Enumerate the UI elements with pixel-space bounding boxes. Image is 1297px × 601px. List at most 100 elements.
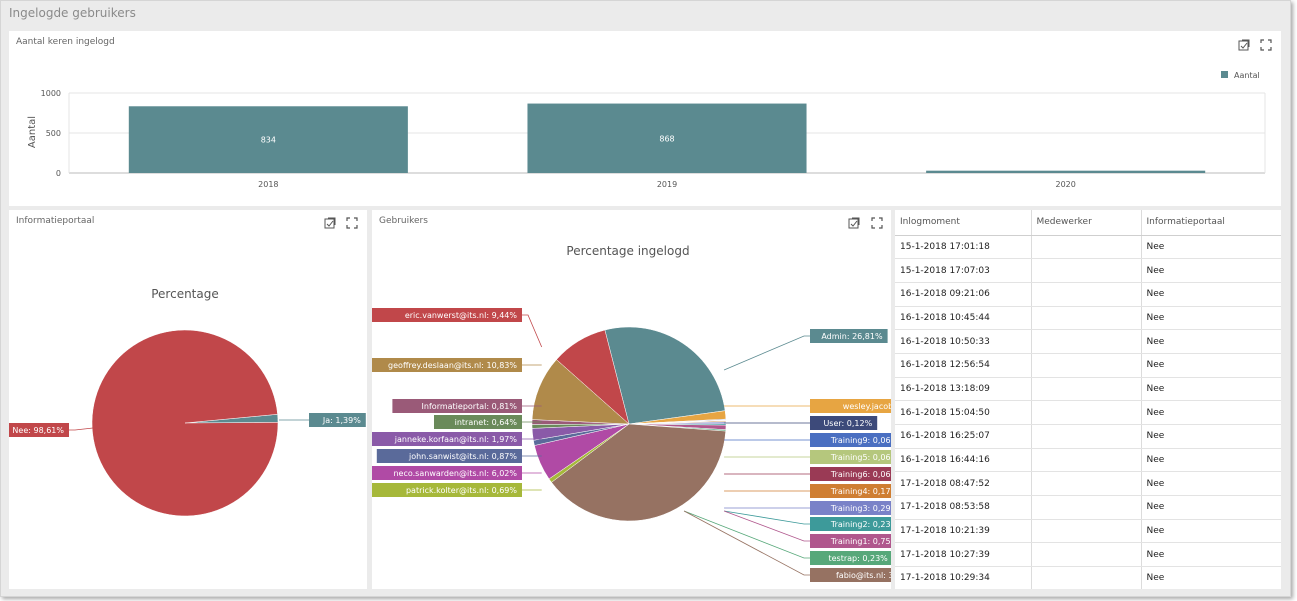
pie-slice-label: janneke.korfaan@its.nl: 1,97% xyxy=(394,435,518,444)
logins-grid: Inlogmoment Medewerker Informatieportaal 1… xyxy=(895,210,1281,589)
pie-label-box xyxy=(810,517,891,531)
legend-swatch xyxy=(1221,71,1228,78)
table-cell xyxy=(1031,566,1142,589)
pie-label-box xyxy=(309,413,366,427)
table-cell: Nee xyxy=(1141,495,1281,520)
table-cell: Nee xyxy=(1141,519,1281,544)
table-cell: 17-1-2018 10:21:39 xyxy=(895,519,1032,544)
pie-slice-label: testrap: 0,23% xyxy=(829,554,889,563)
pie-label-box xyxy=(376,449,522,463)
export-icon[interactable] xyxy=(847,216,861,230)
logins-panel-title: Aantal keren ingelogd xyxy=(16,37,115,47)
users-panel: Gebruikers Percentage ingelogd Admin: 26… xyxy=(372,210,891,589)
table-cell xyxy=(1031,353,1142,378)
dashboard-title: Ingelogde gebruikers xyxy=(9,6,136,20)
pie-slice-label: Training5: 0,06% xyxy=(830,453,891,462)
table-cell: 16-1-2018 13:18:09 xyxy=(895,377,1032,402)
pie-slice-label: wesley.jacobs@its.nl: 1,39% xyxy=(843,402,891,411)
table-cell: Nee xyxy=(1141,542,1281,568)
fullscreen-icon[interactable] xyxy=(1259,38,1273,52)
legend-label: Aantal xyxy=(1234,71,1260,80)
table-row[interactable]: 16-1-2018 16:25:07 Nee xyxy=(895,424,1281,449)
pie-label-box xyxy=(810,433,891,447)
pie-label-box xyxy=(810,416,878,430)
table-cell: Nee xyxy=(1141,471,1281,497)
pie-slice-label: Nee: 98,61% xyxy=(12,426,64,435)
table-cell: 16-1-2018 10:45:44 xyxy=(895,306,1032,331)
table-cell xyxy=(1031,448,1142,473)
bar-data-label: 868 xyxy=(659,134,674,143)
table-row[interactable]: 16-1-2018 12:56:54 Nee xyxy=(895,353,1281,378)
table-row[interactable]: 17-1-2018 10:21:39 Nee xyxy=(895,519,1281,544)
table-row[interactable]: 16-1-2018 10:50:33 Nee xyxy=(895,329,1281,354)
table-cell xyxy=(1031,424,1142,449)
pie-slice-label: Training3: 0,29% xyxy=(830,504,891,513)
table-cell: 17-1-2018 10:29:34 xyxy=(895,566,1032,589)
table-row[interactable]: 15-1-2018 17:01:18 Nee xyxy=(895,235,1281,260)
table-cell: 16-1-2018 16:25:07 xyxy=(895,424,1032,449)
logins-grid-panel: Inlogmoment Medewerker Informatieportaal 1… xyxy=(895,210,1281,589)
table-cell: 16-1-2018 12:56:54 xyxy=(895,353,1032,378)
column-header[interactable]: Informatieportaal xyxy=(1141,210,1281,236)
pie-label-box xyxy=(810,467,891,481)
column-header[interactable]: Medewerker xyxy=(1031,210,1142,236)
export-icon[interactable] xyxy=(323,216,337,230)
table-row[interactable]: 17-1-2018 08:53:58 Nee xyxy=(895,495,1281,520)
pie-label-box xyxy=(372,466,522,480)
table-row[interactable]: 16-1-2018 13:18:09 Nee xyxy=(895,377,1281,402)
table-cell: 15-1-2018 17:01:18 xyxy=(895,235,1032,260)
pie-leader-line xyxy=(683,510,810,559)
table-cell: Nee xyxy=(1141,400,1281,425)
fullscreen-icon[interactable] xyxy=(345,216,359,230)
table-cell xyxy=(1031,329,1142,354)
x-tick-label: 2019 xyxy=(657,180,677,189)
pie-label-box xyxy=(434,415,522,429)
pie-slice-label: geoffrey.deslaan@its.nl: 10,83% xyxy=(388,361,517,370)
pie-slice-label: neco.sanwarden@its.nl: 6,02% xyxy=(393,469,517,478)
pie-label-box xyxy=(810,329,888,343)
pie-label-box xyxy=(810,399,891,413)
info-pie-title: Percentage xyxy=(151,287,219,301)
pie-label-box xyxy=(392,399,522,413)
pie-leader-line xyxy=(522,314,543,348)
table-cell: 17-1-2018 10:27:39 xyxy=(895,542,1032,568)
pie-slice-label: Training1: 0,75% xyxy=(830,537,891,546)
table-row[interactable]: 16-1-2018 09:21:06 Nee xyxy=(895,282,1281,307)
pie-slice-label: eric.vanwerst@its.nl: 9,44% xyxy=(405,311,518,320)
pie-label-box xyxy=(810,551,891,565)
pie-slice xyxy=(556,329,630,425)
export-icon[interactable] xyxy=(1237,38,1251,52)
table-cell: Nee xyxy=(1141,258,1281,283)
x-tick-label: 2018 xyxy=(258,180,278,189)
table-cell xyxy=(1031,258,1142,283)
pie-slice-label: Informatieportal: 0,81% xyxy=(422,402,518,411)
bar-data-label: 834 xyxy=(261,136,276,145)
table-cell xyxy=(1031,519,1142,544)
info-pie-chart: Percentage Nee: 98,61% Ja: 1,39% xyxy=(9,287,366,517)
users-pie-chart: Percentage ingelogd Admin: 26,81% wesley.… xyxy=(372,244,891,582)
table-row[interactable]: 16-1-2018 15:04:50 Nee xyxy=(895,400,1281,425)
pie-slice-label: Admin: 26,81% xyxy=(821,332,883,341)
table-cell: Nee xyxy=(1141,353,1281,378)
table-row[interactable]: 17-1-2018 08:47:52 Nee xyxy=(895,471,1281,497)
table-cell xyxy=(1031,306,1142,331)
column-header[interactable]: Inlogmoment xyxy=(895,210,1032,236)
table-cell: 17-1-2018 08:53:58 xyxy=(895,495,1032,520)
table-cell: 15-1-2018 17:07:03 xyxy=(895,258,1032,283)
table-cell: Nee xyxy=(1141,448,1281,473)
table-cell xyxy=(1031,377,1142,402)
pie-label-box xyxy=(372,432,522,446)
table-row[interactable]: 17-1-2018 10:29:34 Nee xyxy=(895,566,1281,589)
y-axis-title: Aantal xyxy=(27,116,38,148)
table-cell: 17-1-2018 08:47:52 xyxy=(895,471,1032,497)
table-cell xyxy=(1031,235,1142,260)
table-row[interactable]: 16-1-2018 10:45:44 Nee xyxy=(895,306,1281,331)
pie-label-box xyxy=(372,308,522,322)
table-row[interactable]: 17-1-2018 10:27:39 Nee xyxy=(895,542,1281,568)
table-row[interactable]: 16-1-2018 16:44:16 Nee xyxy=(895,448,1281,473)
fullscreen-icon[interactable] xyxy=(870,216,884,230)
table-cell: Nee xyxy=(1141,329,1281,354)
pie-leader-line xyxy=(683,510,810,576)
pie-label-box xyxy=(372,358,522,372)
table-row[interactable]: 15-1-2018 17:07:03 Nee xyxy=(895,258,1281,283)
